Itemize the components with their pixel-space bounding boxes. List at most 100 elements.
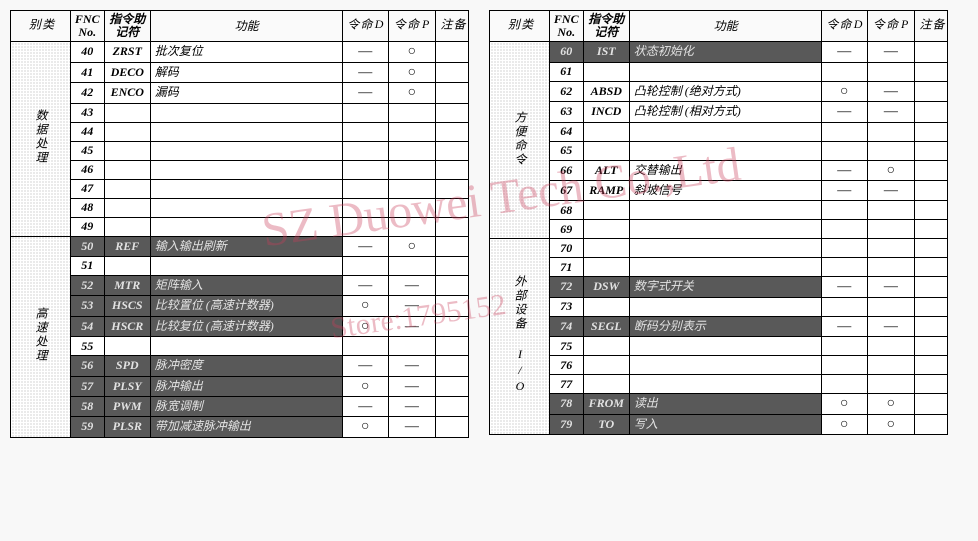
table-row: 75 — [490, 337, 948, 356]
cell-p — [868, 141, 915, 160]
table-row: 76 — [490, 356, 948, 375]
cell-d: ○ — [342, 376, 389, 396]
cell-fn — [629, 122, 821, 141]
cell-fn — [150, 103, 342, 122]
cell-p: ○ — [389, 236, 436, 256]
cell-r — [914, 414, 947, 434]
hdr-function: 功能 — [629, 11, 821, 42]
cell-r — [435, 337, 468, 356]
cell-fnc: 59 — [70, 417, 104, 437]
table-row: 高速处理50REF输入输出刷新—○ — [11, 236, 469, 256]
table-row: 66ALT交替输出—○ — [490, 160, 948, 180]
cell-p: — — [389, 316, 436, 336]
cell-d: — — [342, 275, 389, 295]
cell-fn: 脉宽调制 — [150, 396, 342, 416]
cell-fnc: 47 — [70, 179, 104, 198]
cell-fnc: 41 — [70, 62, 104, 82]
cell-mn — [104, 141, 150, 160]
cell-fn: 比较置位 (高速计数器) — [150, 296, 342, 316]
cell-fnc: 73 — [549, 297, 583, 316]
cell-p: — — [868, 102, 915, 122]
right-table: 类别 FNC No. 指令助记符 功能 D 命令 P 命令 备注 方便命令60I… — [489, 10, 948, 435]
cell-mn — [583, 62, 629, 81]
cell-fnc: 60 — [549, 42, 583, 62]
table-row: 77 — [490, 375, 948, 394]
cell-p — [868, 239, 915, 258]
cell-p: ○ — [868, 414, 915, 434]
cell-fn — [629, 141, 821, 160]
cell-p — [389, 256, 436, 275]
cell-mn — [583, 375, 629, 394]
cell-fn — [629, 239, 821, 258]
cell-r — [914, 81, 947, 101]
cell-p: ○ — [389, 62, 436, 82]
cell-d: — — [342, 83, 389, 103]
cell-fn — [150, 160, 342, 179]
table-row: 57PLSY脉冲输出○— — [11, 376, 469, 396]
cell-fnc: 72 — [549, 277, 583, 297]
cell-d — [821, 201, 868, 220]
cell-r — [914, 297, 947, 316]
hdr-p: P 命令 — [871, 11, 911, 37]
table-row: 65 — [490, 141, 948, 160]
cell-r — [435, 160, 468, 179]
cell-fn: 漏码 — [150, 83, 342, 103]
cell-fnc: 70 — [549, 239, 583, 258]
cell-fnc: 49 — [70, 217, 104, 236]
cell-mn: HSCR — [104, 316, 150, 336]
cell-p — [868, 337, 915, 356]
table-row: 42ENCO漏码—○ — [11, 83, 469, 103]
table-row: 46 — [11, 160, 469, 179]
cell-mn: ABSD — [583, 81, 629, 101]
cell-r — [914, 42, 947, 62]
cell-p: — — [868, 42, 915, 62]
hdr-fnc: FNC No. — [549, 11, 583, 42]
cell-fnc: 51 — [70, 256, 104, 275]
cell-p — [389, 160, 436, 179]
cell-fnc: 54 — [70, 316, 104, 336]
cell-mn: REF — [104, 236, 150, 256]
cell-r — [435, 42, 468, 62]
cell-r — [914, 394, 947, 414]
category-cell: 高速处理 — [11, 236, 71, 437]
cell-mn — [104, 103, 150, 122]
table-row: 67RAMP斜坡信号—— — [490, 180, 948, 200]
table-row: 52MTR矩阵输入—— — [11, 275, 469, 295]
cell-mn: FROM — [583, 394, 629, 414]
cell-p: ○ — [868, 394, 915, 414]
table-row: 71 — [490, 258, 948, 277]
hdr-d: D 命令 — [825, 11, 865, 37]
cell-r — [914, 375, 947, 394]
cell-d: — — [342, 396, 389, 416]
cell-r — [914, 62, 947, 81]
cell-fnc: 45 — [70, 141, 104, 160]
cell-d — [342, 256, 389, 275]
table-row: 56SPD脉冲密度—— — [11, 356, 469, 376]
cell-fnc: 67 — [549, 180, 583, 200]
table-row: 方便命令60IST状态初始化—— — [490, 42, 948, 62]
cell-fnc: 64 — [549, 122, 583, 141]
cell-r — [435, 141, 468, 160]
cell-d — [821, 297, 868, 316]
cell-fn — [150, 198, 342, 217]
cell-p — [868, 122, 915, 141]
cell-fn — [629, 356, 821, 375]
cell-r — [914, 258, 947, 277]
table-row: 51 — [11, 256, 469, 275]
cell-fn — [629, 297, 821, 316]
cell-p — [868, 62, 915, 81]
cell-d — [342, 198, 389, 217]
cell-d: ○ — [821, 414, 868, 434]
cell-r — [435, 103, 468, 122]
cell-mn — [583, 201, 629, 220]
cell-d — [342, 141, 389, 160]
table-row: 49 — [11, 217, 469, 236]
cell-r — [435, 83, 468, 103]
cell-r — [914, 277, 947, 297]
cell-r — [435, 376, 468, 396]
cell-fnc: 55 — [70, 337, 104, 356]
cell-mn: ALT — [583, 160, 629, 180]
cell-d — [821, 141, 868, 160]
cell-fnc: 42 — [70, 83, 104, 103]
cell-d: — — [342, 42, 389, 62]
